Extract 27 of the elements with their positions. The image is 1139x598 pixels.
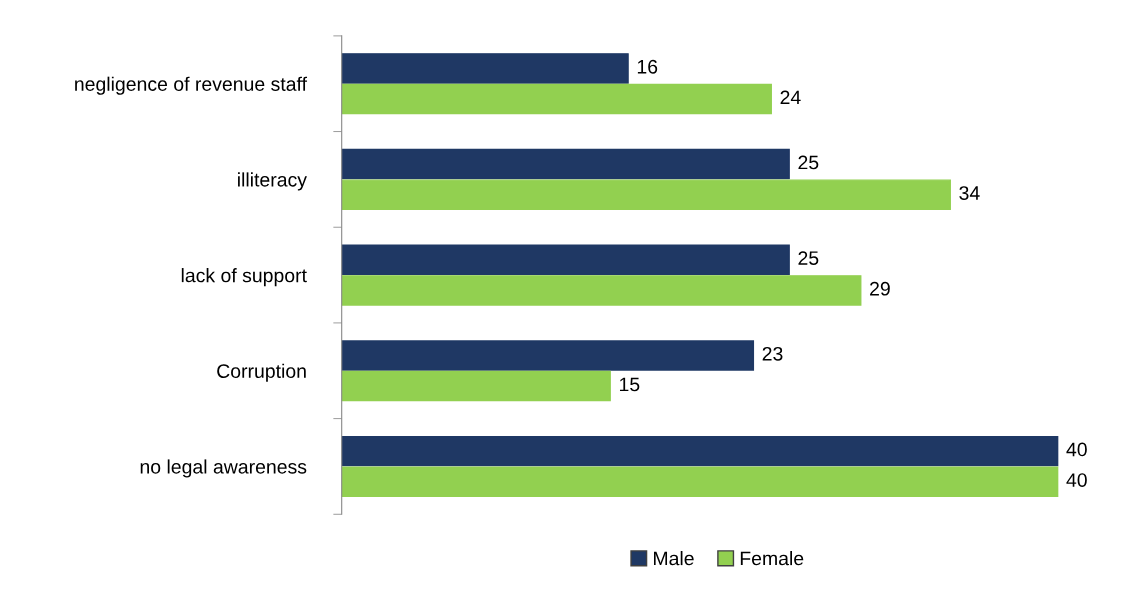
bar [341,370,611,402]
bar [341,244,790,276]
bar [341,275,862,306]
legend-label: Female [740,551,804,566]
bar [341,179,951,210]
bar [341,435,1059,467]
data-label: 25 [798,251,819,265]
y-tick-label: Corruption [217,363,306,382]
data-label: 16 [637,59,658,74]
legend-label: Male [654,551,694,566]
y-tick-label: lack of support [181,268,307,287]
y-tick-label: negligence of revenue staff [75,76,308,95]
data-label: 40 [1066,442,1087,457]
y-tick-label: illiteracy [238,172,307,191]
bar [341,340,755,371]
data-label: 23 [762,346,783,361]
y-tick-label: no legal awareness [140,459,307,478]
bar [341,148,790,180]
data-label: 40 [1066,473,1087,487]
bar [341,466,1059,497]
data-label: 29 [870,281,890,296]
data-label: 24 [780,90,801,105]
bar [341,83,772,115]
data-label: 34 [959,186,980,200]
bar [341,53,629,84]
data-label: 25 [798,155,819,170]
data-label: 15 [619,377,640,392]
